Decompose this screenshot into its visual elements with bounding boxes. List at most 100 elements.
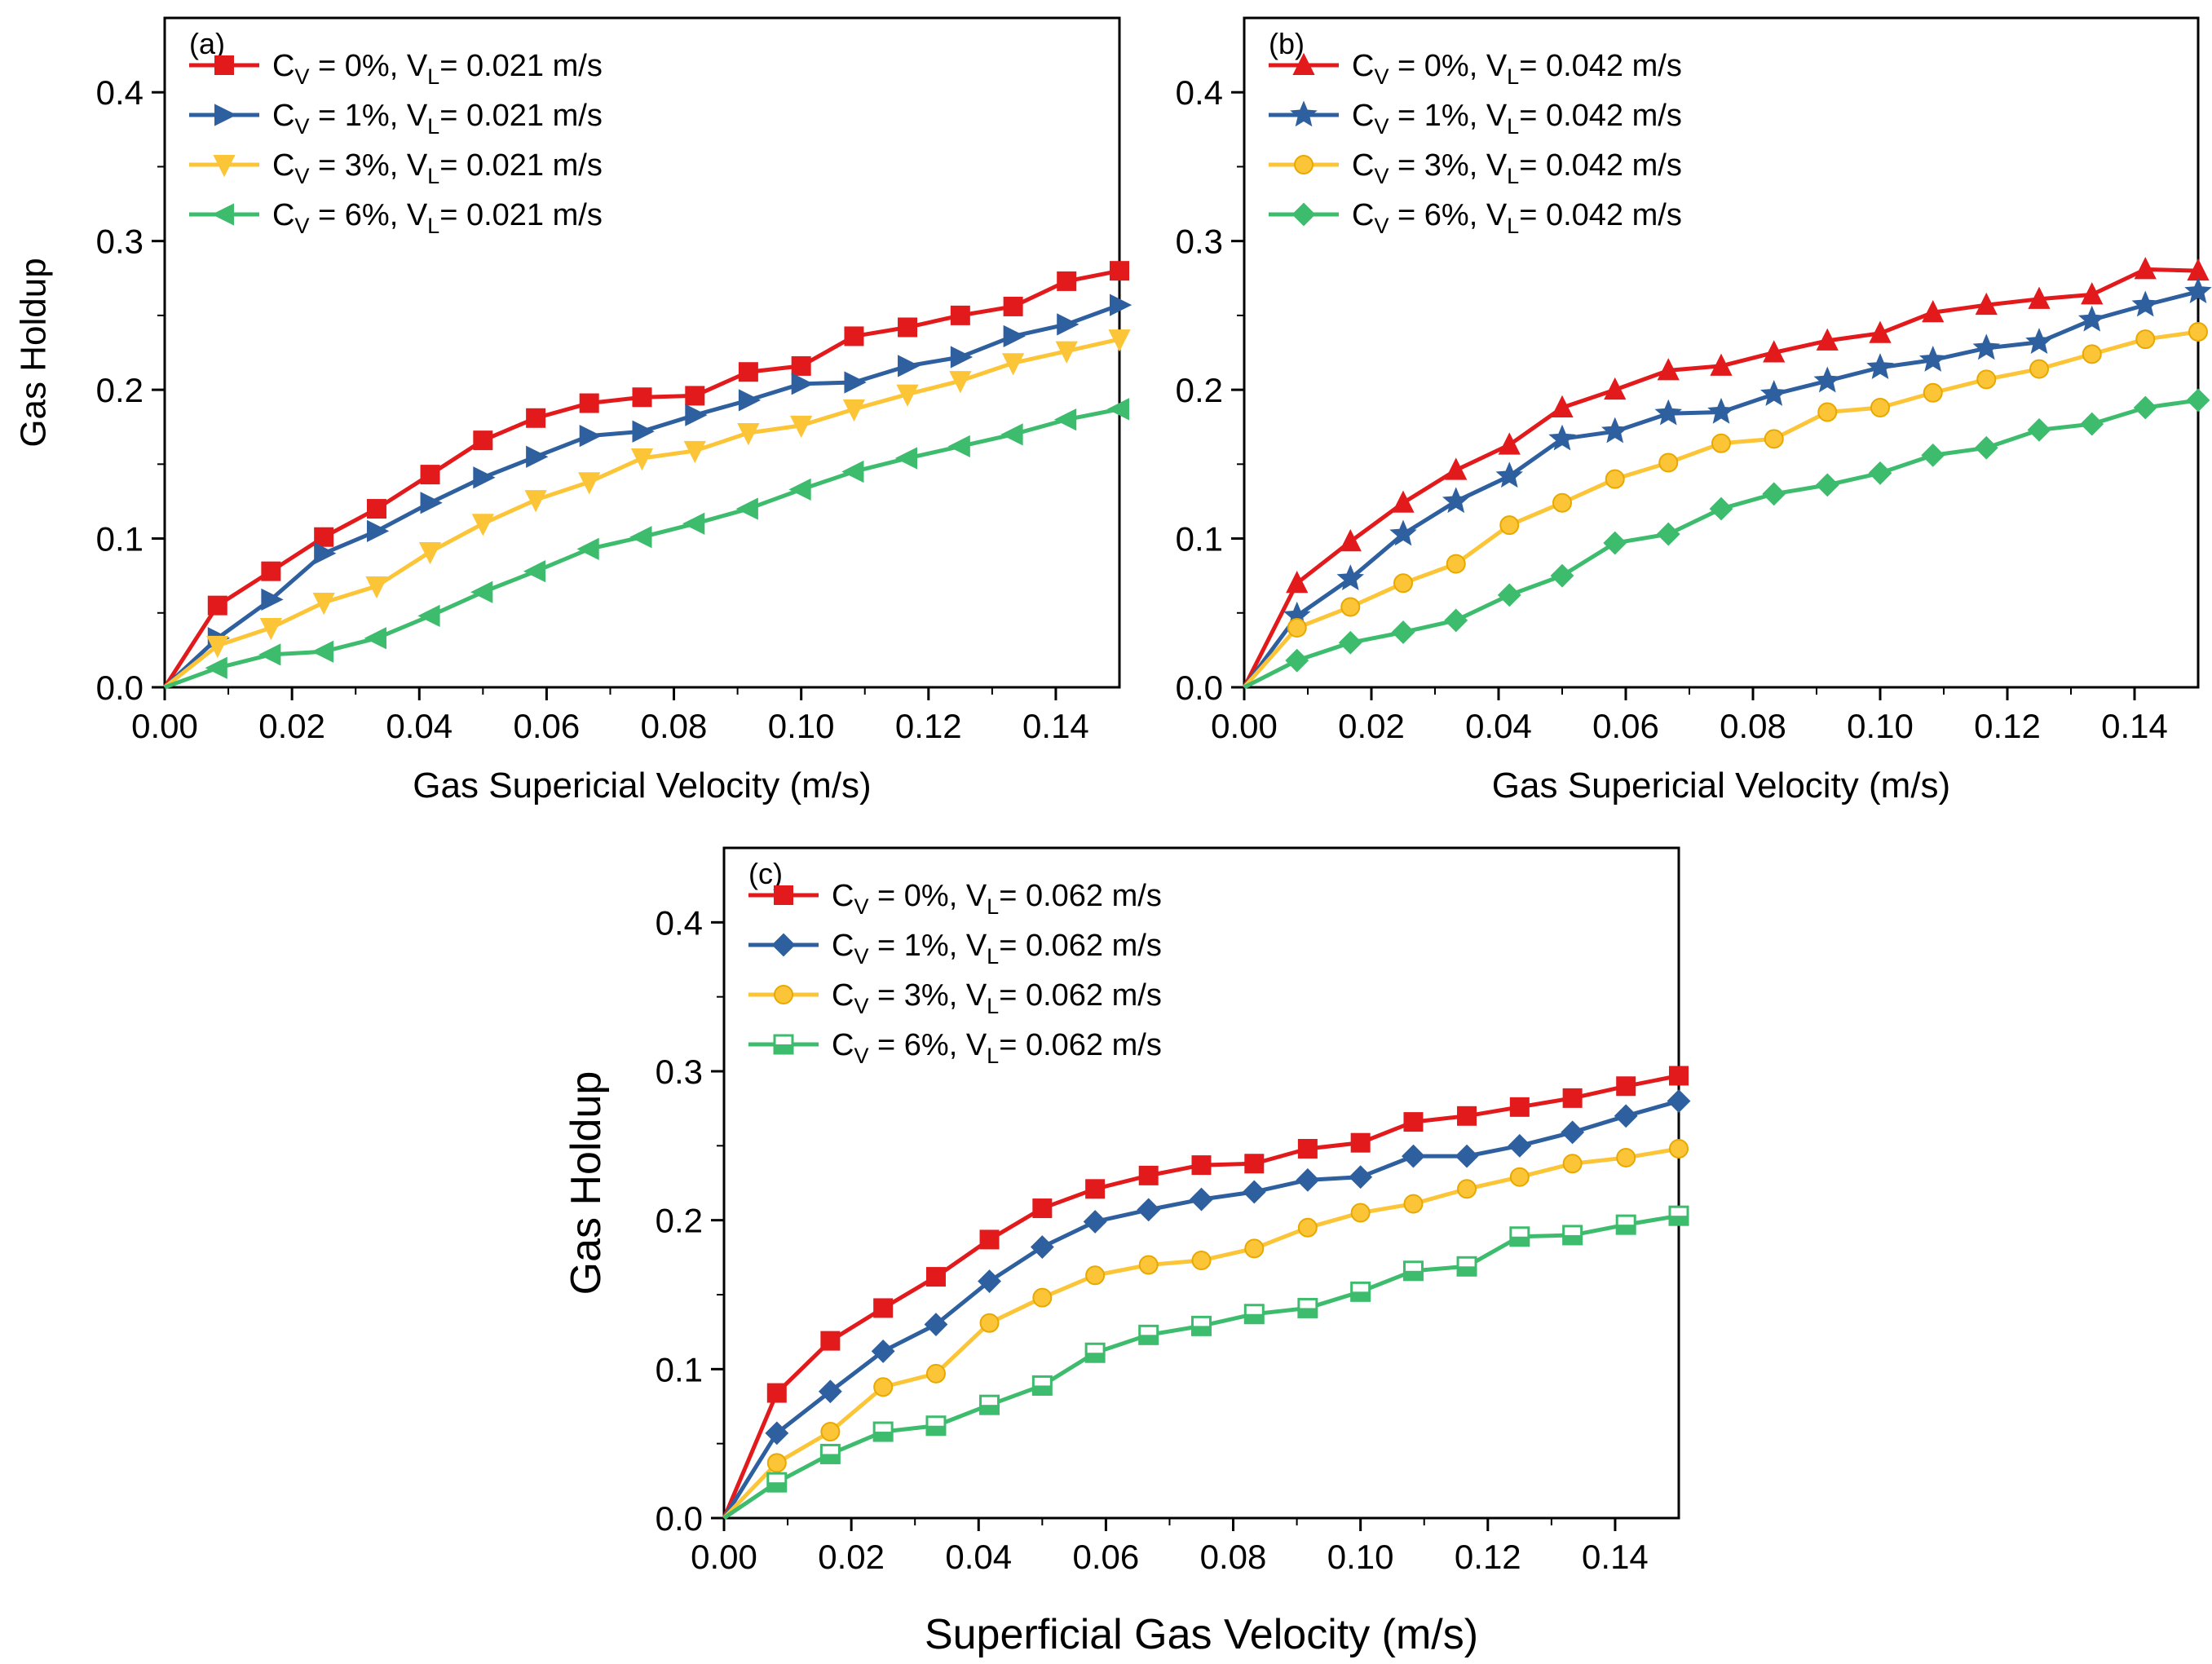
data-point (1923, 382, 1943, 403)
data-point (950, 305, 970, 325)
data-point (473, 466, 496, 489)
legend-text-part: = 0.042 m/s (1519, 49, 1682, 83)
data-point (1138, 1324, 1159, 1345)
data-point (820, 1331, 841, 1351)
data-point (2081, 282, 2104, 305)
x-tick-label: 0.12 (1974, 707, 2041, 745)
series-3 (163, 329, 1131, 689)
data-point (766, 1453, 787, 1473)
legend-text-part: C (1352, 148, 1374, 183)
y-tick-label: 0.3 (96, 223, 143, 261)
legend-label: CV = 1%, VL= 0.042 m/s (1352, 99, 1682, 139)
x-tick-label: 0.10 (1847, 707, 1914, 745)
data-point (1616, 1076, 1636, 1097)
data-point (2080, 412, 2104, 436)
legend-marker (1291, 202, 1316, 227)
series-1 (1242, 257, 2210, 689)
data-point (2184, 277, 2212, 303)
data-point (1110, 261, 1129, 281)
data-point (205, 656, 227, 679)
data-point (1350, 1132, 1371, 1153)
data-point (766, 1383, 787, 1403)
legend-marker (213, 155, 236, 178)
legend-subscript: L (1507, 164, 1519, 188)
data-point (2025, 328, 2053, 354)
legend-text-part: = 3%, V (1389, 148, 1507, 183)
series-line (163, 302, 1120, 689)
legend-label: CV = 1%, VL= 0.021 m/s (272, 99, 603, 139)
data-point (1296, 1167, 1320, 1192)
data-point (1654, 399, 1683, 426)
y-tick-label: 0.0 (1176, 669, 1223, 707)
legend-entry-1: CV = 0%, VL= 0.021 m/s (189, 49, 603, 89)
legend-label: CV = 1%, VL= 0.062 m/s (832, 929, 1162, 969)
legend-label: CV = 6%, VL= 0.021 m/s (272, 198, 603, 238)
data-point (1707, 397, 1735, 424)
data-point (1975, 292, 1998, 316)
series-3 (722, 1138, 1689, 1520)
x-tick-label: 0.08 (1200, 1538, 1267, 1576)
data-point (261, 588, 284, 611)
series-line (1242, 267, 2199, 689)
x-tick-label: 0.06 (514, 707, 581, 745)
data-point (924, 1313, 948, 1336)
data-point (2186, 388, 2210, 413)
legend-subscript: L (987, 944, 999, 969)
data-point (1242, 1180, 1266, 1204)
y-axis-title: Gas Holdup (13, 258, 53, 447)
legend-marker (214, 55, 234, 75)
data-point (258, 643, 281, 666)
legend-text-part: = 0.021 m/s (439, 49, 603, 83)
y-tick-label: 0.2 (96, 371, 143, 409)
x-tick-label: 0.02 (1338, 707, 1405, 745)
data-point (2082, 344, 2102, 364)
data-point (818, 1379, 842, 1404)
data-point (1509, 1167, 1530, 1187)
legend-text-part: C (272, 148, 294, 183)
data-point (1710, 353, 1733, 376)
x-tick-label: 0.14 (1582, 1538, 1649, 1576)
data-point (632, 387, 652, 408)
data-point (1509, 1226, 1530, 1247)
data-point (2028, 286, 2051, 309)
data-point (685, 404, 708, 426)
data-point (1055, 341, 1078, 364)
plot-frame (1243, 16, 2200, 689)
data-point (683, 440, 706, 464)
data-point (1297, 1138, 1318, 1159)
x-tick-label: 0.04 (1465, 707, 1532, 745)
data-point (1339, 528, 1362, 552)
legend-marker (211, 203, 234, 226)
data-point (871, 1339, 895, 1363)
data-point (1657, 358, 1680, 381)
data-point (1561, 1120, 1585, 1145)
data-point (579, 425, 602, 448)
data-point (1297, 1297, 1318, 1318)
panel-label: (c) (748, 857, 783, 890)
data-point (524, 490, 547, 513)
data-point (1085, 1265, 1106, 1286)
data-point (1816, 328, 1839, 351)
data-point (950, 346, 974, 369)
data-point (1669, 1138, 1689, 1159)
data-point (1499, 515, 1520, 536)
data-point (1110, 294, 1132, 316)
data-point (1918, 346, 1947, 372)
data-point (1656, 522, 1680, 546)
y-tick-label: 0.4 (1176, 73, 1223, 112)
legend-label: CV = 3%, VL= 0.062 m/s (832, 978, 1162, 1018)
data-point (1445, 457, 1468, 480)
series-2 (722, 1089, 1691, 1520)
data-point (872, 1421, 894, 1442)
data-point (1870, 398, 1890, 418)
data-point (788, 478, 811, 501)
x-tick-label: 0.08 (641, 707, 708, 745)
x-tick-label: 0.10 (1327, 1538, 1394, 1576)
plot-frame (163, 16, 1121, 689)
legend-marker (1292, 52, 1315, 75)
legend-entry-2: CV = 1%, VL= 0.042 m/s (1269, 99, 1682, 139)
legend-subscript: L (427, 64, 439, 89)
y-tick-label: 0.2 (656, 1202, 703, 1240)
legend-label: CV = 3%, VL= 0.042 m/s (1352, 148, 1682, 188)
data-point (364, 627, 386, 650)
